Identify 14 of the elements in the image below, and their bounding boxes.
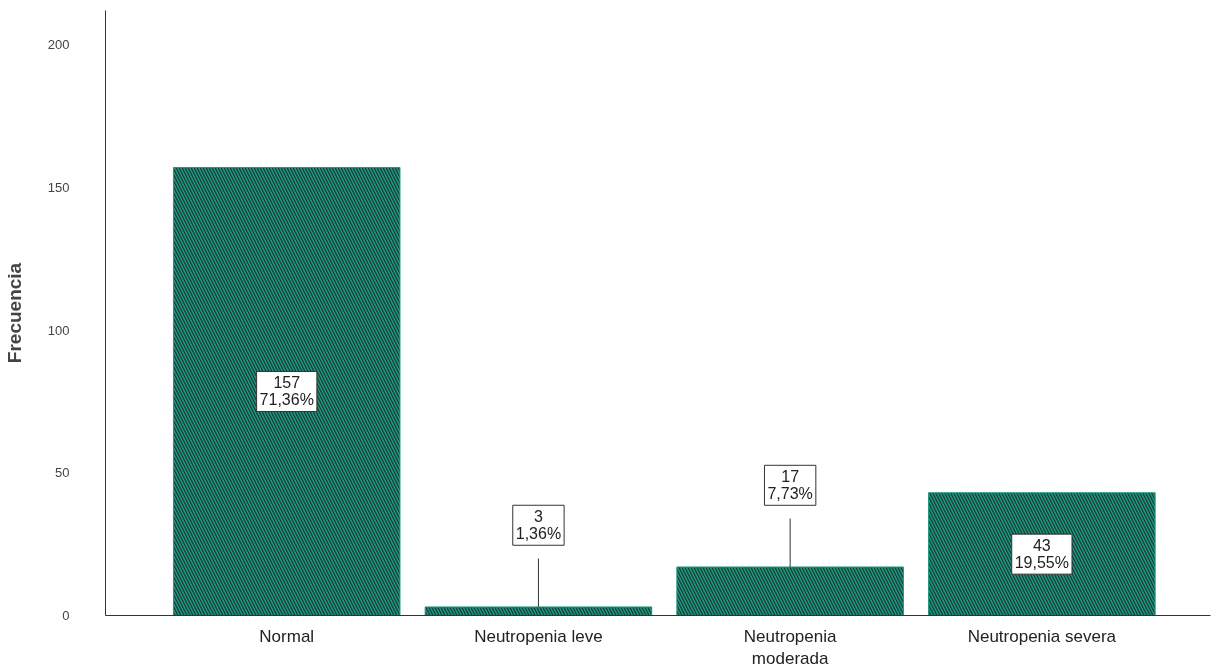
x-tick-label: Normal (259, 626, 315, 646)
y-tick-label: 50 (55, 465, 70, 481)
data-label: 43 19,55% (1014, 537, 1069, 572)
y-tick-label: 100 (47, 322, 70, 338)
y-tick-label: 150 (47, 179, 70, 195)
data-label: 157 71,36% (259, 374, 314, 409)
y-tick-label: 200 (47, 37, 70, 53)
x-tick-label: Neutropenia leve (474, 626, 603, 646)
data-label: 17 7,73% (767, 468, 813, 503)
y-tick-label: 0 (62, 608, 70, 623)
data-label: 3 1,36% (515, 508, 562, 543)
y-axis-title: Frecuencia (3, 262, 25, 364)
x-tick-label: Neutropenia severa (967, 626, 1117, 646)
x-tick-label: Neutropenia moderada (743, 626, 837, 669)
